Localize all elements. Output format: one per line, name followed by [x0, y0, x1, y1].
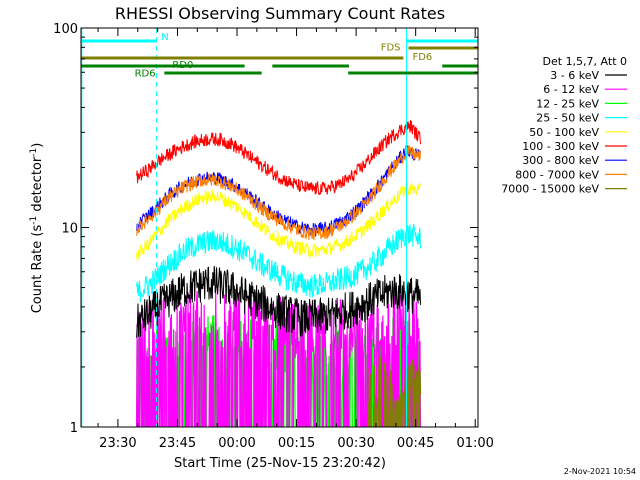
- x-tick-label: 23:45: [159, 436, 196, 451]
- series-7000-15000-kev: [367, 356, 422, 427]
- legend-entry-label: 100 - 300 keV: [522, 140, 599, 153]
- y-tick-label: 10: [61, 222, 78, 237]
- flag-lines: N FDS FD6 RD0 RD6: [81, 32, 478, 80]
- x-tick-label: 00:00: [218, 436, 255, 451]
- series-6-12-kev: [136, 289, 422, 427]
- flag-label-2: FD6: [412, 52, 432, 63]
- series-12-25-kev: [136, 315, 421, 427]
- series-3-6-kev: [136, 266, 421, 338]
- x-tick-label: 00:15: [278, 436, 315, 451]
- legend-title: Det 1,5,7, Att 0: [543, 55, 627, 68]
- x-axis-label: Start Time (25-Nov-15 23:20:42): [174, 456, 386, 471]
- y-axis: 1 10 100: [53, 22, 478, 436]
- series-25-50-kev: [136, 223, 421, 303]
- flag-label-4: RD6: [135, 69, 156, 80]
- flag-label-0: N: [161, 32, 168, 43]
- flag-label-1: FDS: [381, 43, 401, 54]
- y-tick-label: 1: [70, 421, 78, 436]
- legend-entry-label: 50 - 100 keV: [529, 126, 599, 139]
- legend-entry-label: 25 - 50 keV: [536, 112, 599, 125]
- legend-entry-label: 800 - 7000 keV: [515, 168, 599, 181]
- flag-label-3: RD0: [172, 60, 193, 71]
- y-tick-label: 100: [53, 22, 78, 37]
- series-50-100-kev: [136, 182, 421, 263]
- legend-entry-label: 7000 - 15000 keV: [501, 183, 599, 196]
- legend-entry-label: 6 - 12 keV: [543, 83, 599, 96]
- x-tick-label: 00:30: [337, 436, 374, 451]
- series-800-7000-kev: [136, 145, 421, 241]
- series-100-300-kev: [136, 119, 421, 196]
- x-tick-label: 00:45: [397, 436, 434, 451]
- legend-entry-label: 12 - 25 keV: [536, 97, 599, 110]
- chart-title: RHESSI Observing Summary Count Rates: [115, 4, 445, 23]
- legend-entry-label: 300 - 800 keV: [522, 154, 599, 167]
- footer-timestamp: 2-Nov-2021 10:54: [564, 467, 636, 476]
- x-tick-label: 23:30: [99, 436, 136, 451]
- x-axis: 23:30 23:45 00:00 00:15 00:30 00:45 01:00: [97, 28, 494, 451]
- y-axis-label: Count Rate (s-1 detector-1): [29, 143, 45, 314]
- x-tick-label: 01:00: [456, 436, 493, 451]
- legend-entry-label: 3 - 6 keV: [550, 69, 599, 82]
- series-layer: [136, 119, 422, 427]
